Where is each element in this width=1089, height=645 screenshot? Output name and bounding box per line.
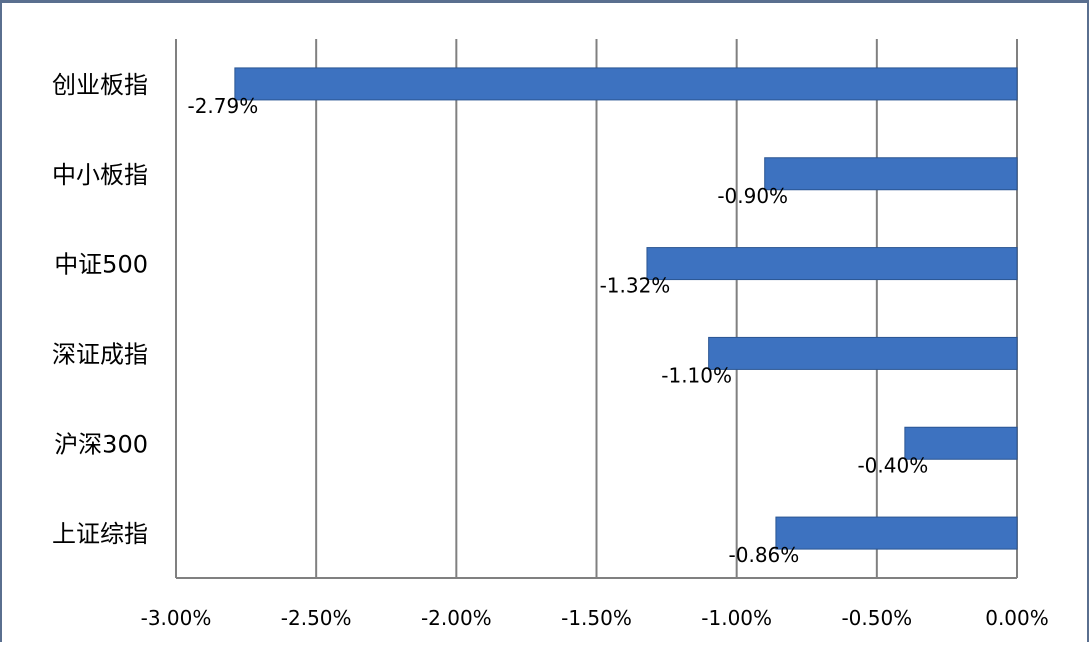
labels: -3.00% -2.50% -2.00% -1.50% -1.00% -0.50% 0.00…	[52, 71, 1049, 630]
category-label: 沪深300	[54, 430, 148, 458]
bar	[708, 336, 1018, 370]
gridlines	[175, 39, 1018, 578]
bars	[234, 67, 1018, 550]
data-label: -0.86%	[729, 543, 800, 567]
x-tick-label: -1.00%	[701, 606, 772, 630]
x-tick-label: -2.00%	[421, 606, 492, 630]
bar	[904, 426, 1018, 460]
x-tick-label: 0.00%	[985, 606, 1049, 630]
data-label: -0.90%	[717, 184, 788, 208]
data-label: -0.40%	[857, 453, 928, 477]
bar	[764, 157, 1018, 191]
bar	[234, 67, 1018, 101]
x-tick-label: -3.00%	[141, 606, 212, 630]
data-label: -2.79%	[187, 94, 258, 118]
category-label: 深证成指	[52, 340, 148, 368]
category-label: 上证综指	[52, 520, 148, 548]
x-tick-label: -0.50%	[841, 606, 912, 630]
bar-chart: -3.00% -2.50% -2.00% -1.50% -1.00% -0.50% 0.00…	[52, 39, 1049, 630]
x-tick-label: -1.50%	[561, 606, 632, 630]
data-label: -1.32%	[600, 274, 671, 298]
category-label: 中证500	[54, 251, 148, 279]
bar	[646, 247, 1018, 281]
x-tick-label: -2.50%	[281, 606, 352, 630]
category-label: 创业板指	[52, 71, 148, 99]
bar	[775, 516, 1018, 550]
category-label: 中小板指	[52, 161, 148, 189]
data-label: -1.10%	[661, 363, 732, 387]
